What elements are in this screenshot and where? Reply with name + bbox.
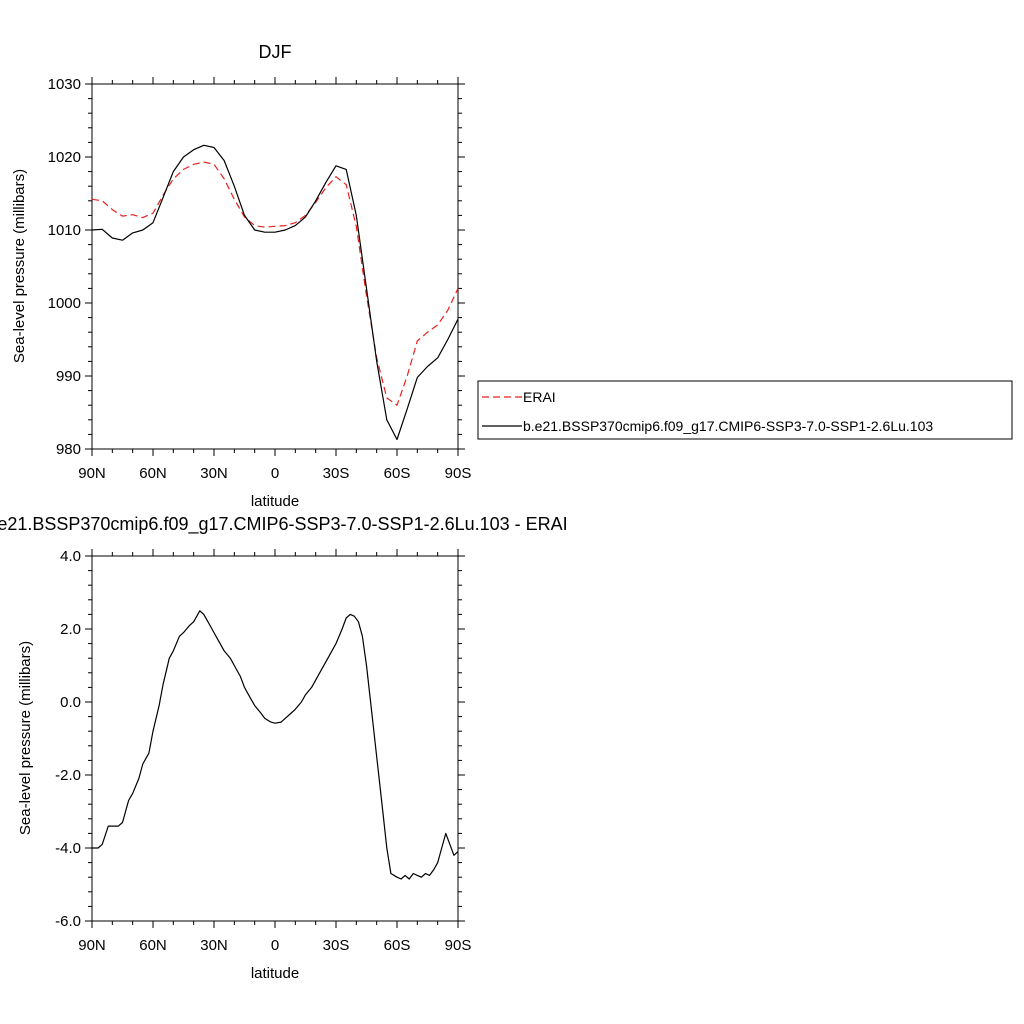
series-lines (91, 144, 459, 441)
x-tick-label: 0 (271, 937, 279, 954)
y-tick-label: 990 (56, 368, 81, 385)
series-line-model (91, 144, 459, 441)
x-tick-label: 90S (445, 937, 472, 954)
legend-label-model: b.e21.BSSP370cmip6.f09_g17.CMIP6-SSP3-7.… (523, 418, 933, 434)
x-tick-label: 90S (445, 465, 472, 482)
x-tick-label: 90N (78, 465, 106, 482)
legend-label-erai: ERAI (523, 389, 556, 405)
y-tick-label: 1030 (48, 76, 81, 93)
y-axis-ticks: 980 990 1000 1010 1020 1030 (48, 76, 465, 458)
x-tick-label: 0 (271, 465, 279, 482)
x-tick-label: 60S (384, 465, 411, 482)
chart-title: b.e21.BSSP370cmip6.f09_g17.CMIP6-SSP3-7.… (0, 514, 568, 535)
series-lines (92, 610, 459, 880)
x-axis-ticks: 90N 60N 30N 0 30S 60S 90S (78, 77, 471, 482)
x-axis-title: latitude (251, 493, 299, 510)
y-axis-ticks: -6.0 -4.0 -2.0 0.0 2.0 4.0 (55, 548, 465, 930)
y-tick-label: 1010 (48, 222, 81, 239)
y-axis-title: Sea-level pressure (millibars) (11, 169, 28, 363)
y-axis-title: Sea-level pressure (millibars) (17, 641, 34, 835)
x-tick-label: 60N (139, 937, 167, 954)
x-tick-label: 30S (323, 937, 350, 954)
series-line-difference (92, 610, 459, 880)
djf-sea-level-pressure-chart: DJF 980 990 1000 1010 1020 1030 90N 60N 30N 0 30S… (11, 42, 1013, 510)
series-line-erai (91, 161, 459, 406)
chart-title: DJF (259, 42, 292, 62)
y-tick-label: -4.0 (55, 840, 81, 857)
y-tick-label: 1020 (48, 149, 81, 166)
y-tick-label: -2.0 (55, 767, 81, 784)
x-tick-label: 90N (78, 937, 106, 954)
x-axis-ticks: 90N 60N 30N 0 30S 60S 90S (78, 549, 471, 954)
y-tick-label: 980 (56, 441, 81, 458)
y-tick-label: 1000 (48, 295, 81, 312)
difference-chart: b.e21.BSSP370cmip6.f09_g17.CMIP6-SSP3-7.… (0, 514, 568, 982)
plot-area-frame (91, 555, 459, 922)
legend: ERAI b.e21.BSSP370cmip6.f09_g17.CMIP6-SS… (477, 380, 1013, 440)
y-tick-label: -6.0 (55, 913, 81, 930)
x-tick-label: 60N (139, 465, 167, 482)
y-tick-label: 0.0 (60, 694, 81, 711)
y-tick-label: 2.0 (60, 621, 81, 638)
x-tick-label: 30N (200, 937, 228, 954)
x-tick-label: 30N (200, 465, 228, 482)
plot-area-frame (91, 83, 459, 450)
legend-box (477, 380, 1013, 440)
x-axis-title: latitude (251, 965, 299, 982)
x-tick-label: 60S (384, 937, 411, 954)
x-tick-label: 30S (323, 465, 350, 482)
y-tick-label: 4.0 (60, 548, 81, 565)
